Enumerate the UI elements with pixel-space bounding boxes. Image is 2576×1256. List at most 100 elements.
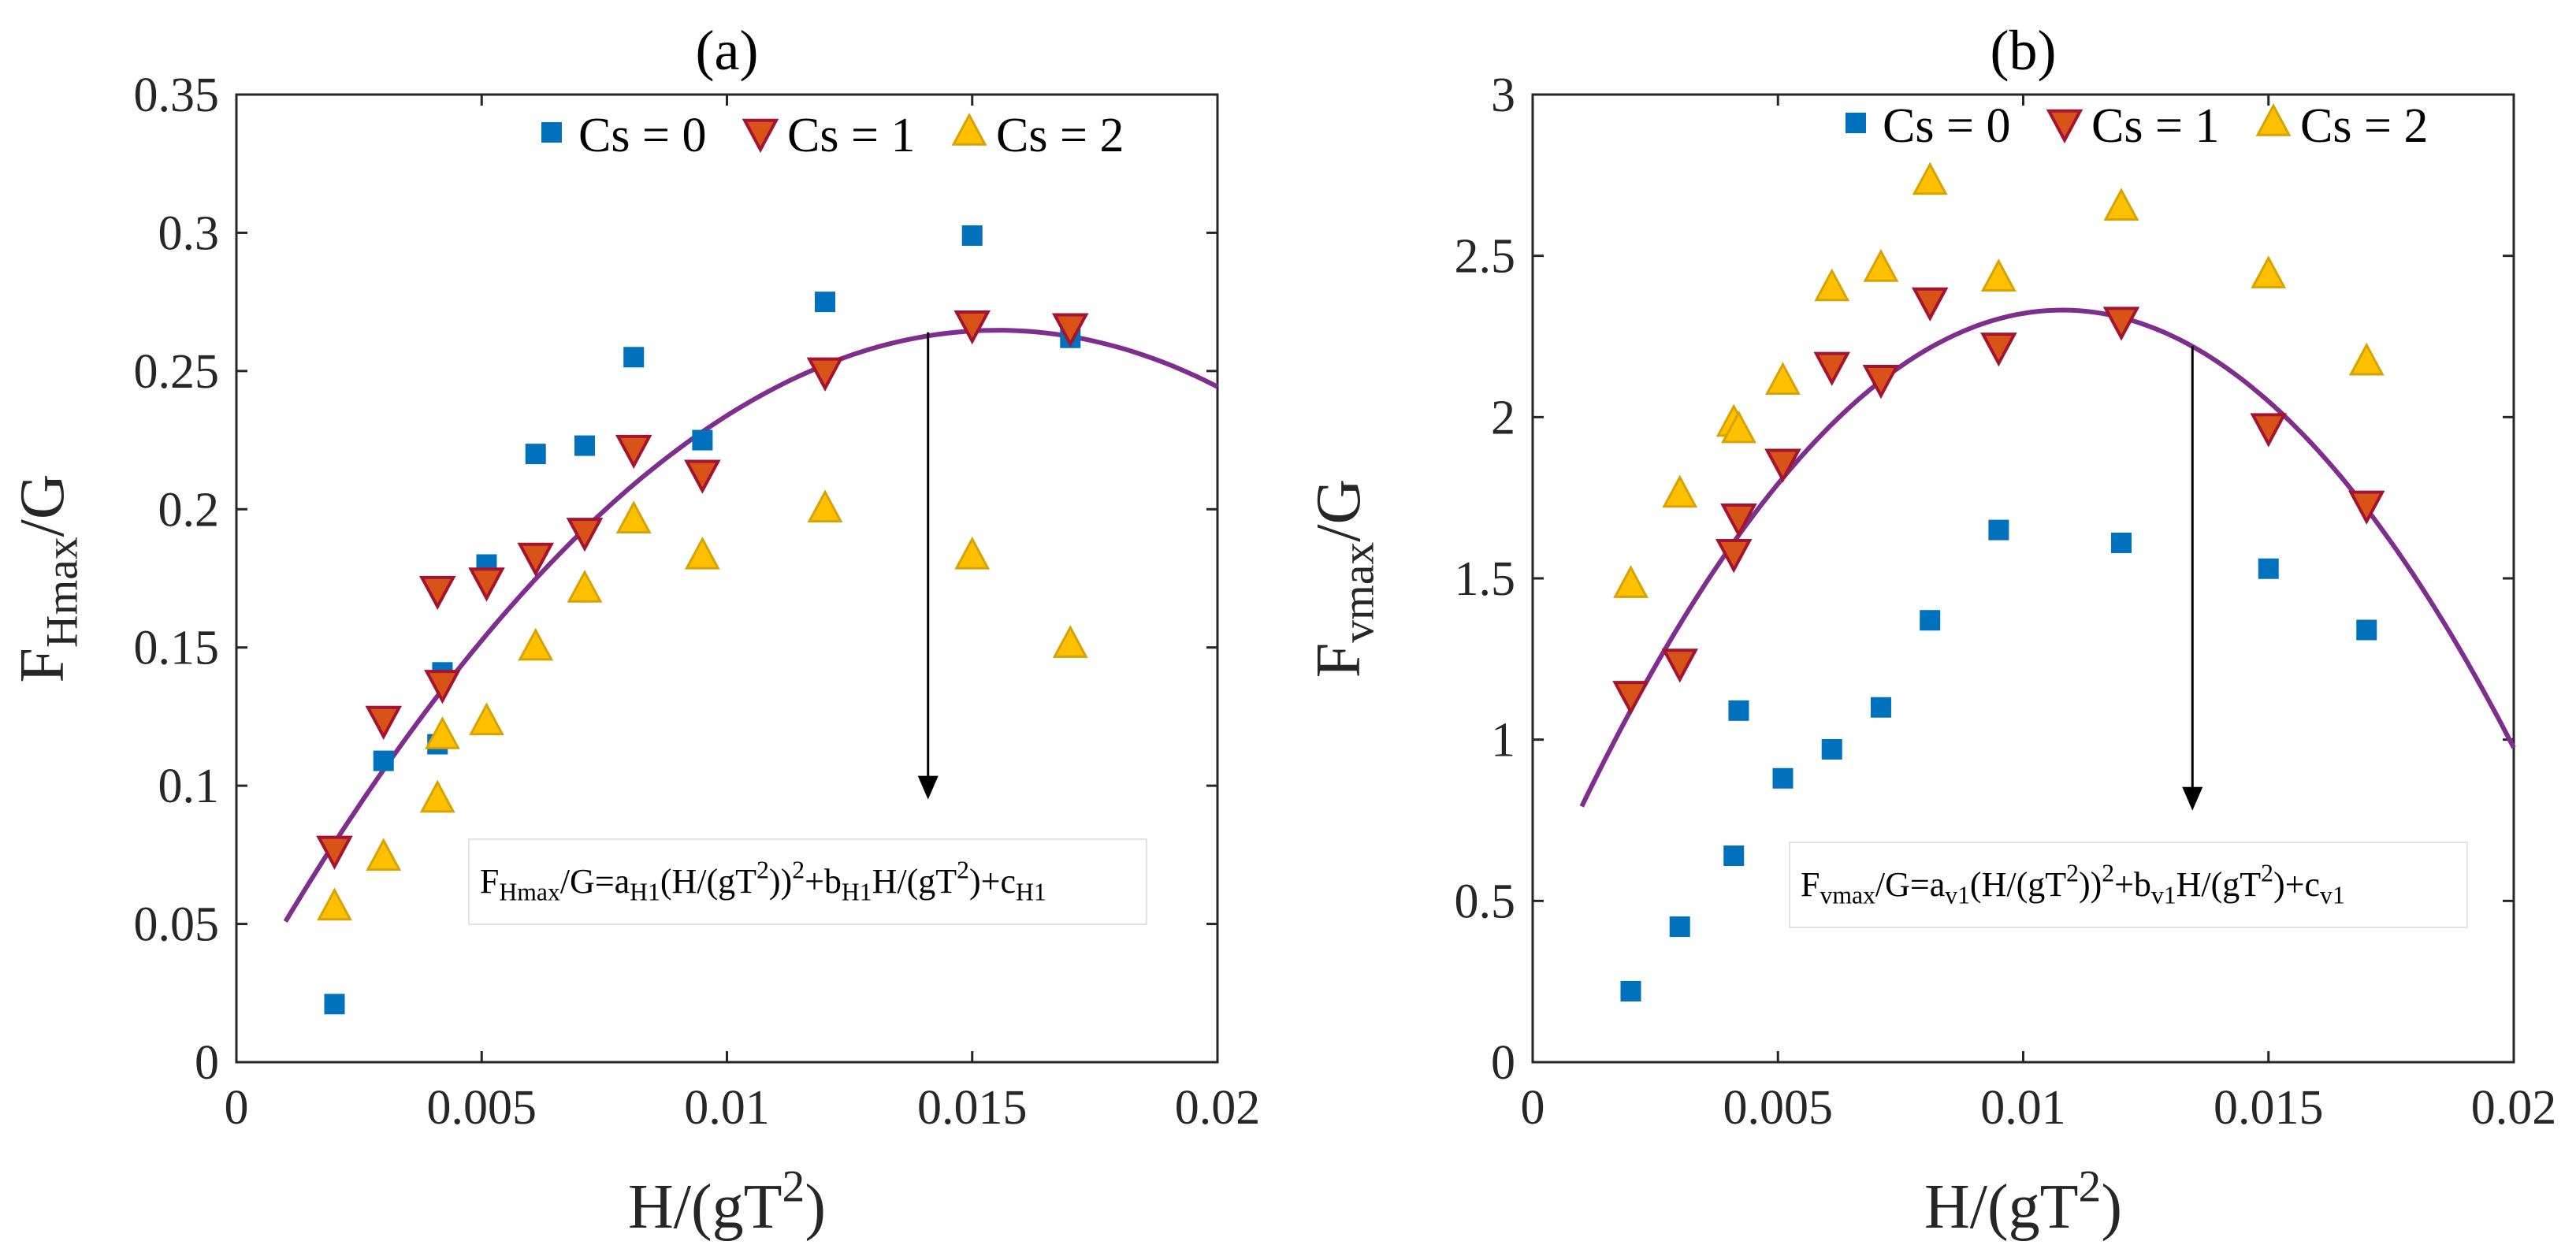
annotation-equation-part: (H/(gT (660, 862, 756, 901)
legend-label: Cs = 1 (787, 109, 915, 162)
y-tick-label: 0.15 (134, 622, 220, 675)
legend-label: Cs = 2 (2300, 99, 2428, 153)
y-tick-label: 0.3 (158, 206, 220, 260)
y-axis-label-part: vmax (1334, 542, 1384, 643)
data-point-triangle-down (316, 835, 353, 870)
data-point-square (1620, 980, 1641, 1001)
data-point-triangle-up (954, 536, 991, 570)
x-tick-label: 0.02 (1175, 1081, 1261, 1135)
panel-b: 0 0.005 0.01 0.015 0.02 0 0.5 1 1.5 2 2.5 3 (b) H/(gT… (1304, 19, 2556, 1242)
annotation-equation-part: (H/(gT (1970, 865, 2066, 904)
data-point-triangle-up (615, 500, 652, 534)
annotation-equation-part: Hmax (499, 879, 560, 906)
data-point-triangle-down (517, 542, 555, 577)
data-point-square (961, 225, 983, 246)
legend-label: Cs = 1 (2091, 99, 2219, 153)
y-tick-label: 0.5 (1455, 875, 1516, 928)
data-point-square (1988, 519, 2009, 541)
data-point-triangle-up (684, 536, 720, 570)
data-point-square (1728, 700, 1749, 721)
annotation-equation-part: 2 (2066, 860, 2079, 887)
data-point-square (692, 429, 713, 451)
legend-marker (742, 118, 779, 154)
annotation-equation-part: 2 (756, 856, 769, 883)
annotation-equation-part: 2 (792, 856, 805, 883)
annotation-equation-part: )) (769, 862, 792, 901)
x-tick-label: 0 (1521, 1081, 1545, 1135)
y-tick-label: 0 (195, 1036, 219, 1090)
x-tick-label: 0.005 (427, 1081, 537, 1135)
annotation-equation-part: )+c (2273, 865, 2320, 904)
annotation-equation: FHmax/G=aH1(H/(gT2))2+bH1H/(gT2)+cH1 (480, 856, 1046, 905)
data-point-square (1920, 610, 1941, 631)
x-tick-label: 0.01 (684, 1081, 770, 1135)
data-point-triangle-down (1051, 313, 1089, 347)
legend-label: Cs = 0 (1883, 99, 2010, 153)
annotation-equation-part: H1 (630, 879, 660, 906)
x-axis-label-part: 2 (782, 1161, 805, 1211)
y-axis-label-part: F (8, 648, 77, 683)
annotation-equation-part: vmax (1820, 882, 1876, 909)
x-axis-label-part: ) (2101, 1172, 2122, 1242)
data-point-square (1870, 697, 1891, 718)
legend-marker (541, 122, 562, 143)
data-point-triangle-up (1912, 162, 1948, 195)
y-axis-label: FHmax/G (8, 474, 87, 682)
y-tick-label: 3 (1491, 69, 1515, 122)
data-point-triangle-down (806, 357, 844, 392)
annotation-arrow-head (917, 775, 939, 800)
legend-marker (2046, 109, 2083, 144)
data-point-triangle-up (1980, 258, 2017, 292)
data-point-triangle-up (1765, 362, 1801, 396)
legend-label: Cs = 0 (578, 109, 706, 162)
x-axis-label: H/(gT2) (628, 1161, 826, 1242)
y-tick-label: 0 (1491, 1036, 1515, 1090)
data-point-triangle-up (419, 779, 455, 813)
x-axis-label-part: H/(gT (1924, 1172, 2079, 1242)
legend-label: Cs = 2 (996, 109, 1124, 162)
data-point-square (525, 444, 546, 465)
panel-title: (b) (1991, 19, 2057, 82)
data-point-square (324, 994, 345, 1015)
y-tick-label: 0.2 (158, 483, 220, 537)
annotation-equation: Fvmax/G=av1(H/(gT2))2+bv1H/(gT2)+cv1 (1801, 860, 2345, 909)
legend-marker (2255, 102, 2292, 136)
annotation-equation-part: 2 (2102, 860, 2114, 887)
data-point-triangle-down (1715, 539, 1753, 574)
annotation-equation-part: /G=a (1875, 865, 1945, 904)
data-point-triangle-down (1862, 365, 1900, 399)
x-axis-label-part: H/(gT (628, 1172, 782, 1242)
annotation-equation-part: )+c (969, 862, 1016, 901)
data-point-triangle-down (1764, 448, 1801, 483)
panel-a: 0 0.005 0.01 0.015 0.02 0 0.05 0.1 0.15 0.2 0.25 0.… (8, 19, 1260, 1242)
data-point-triangle-up (1613, 565, 1649, 598)
data-point-square (2258, 558, 2279, 579)
data-point-triangle-down (2347, 490, 2385, 525)
data-point-triangle-down (424, 670, 461, 704)
y-axis-label-part: F (1304, 643, 1373, 678)
data-point-square (623, 347, 645, 368)
data-point-triangle-down (1661, 648, 1699, 683)
data-point-triangle-down (2250, 413, 2288, 448)
data-point-square (1772, 767, 1794, 789)
annotation-equation-part: v1 (2320, 882, 2345, 909)
y-axis-label-part: /G (1304, 479, 1373, 542)
data-point-square (2356, 619, 2377, 641)
data-point-triangle-up (1863, 249, 1899, 282)
annotation-equation-part: )) (2079, 865, 2102, 904)
data-point-triangle-down (468, 567, 505, 602)
data-point-triangle-down (615, 434, 652, 470)
data-point-square (1669, 916, 1690, 938)
x-tick-label: 0.01 (1980, 1081, 2066, 1135)
data-point-triangle-down (1980, 333, 2017, 367)
x-axis-label: H/(gT2) (1924, 1161, 2122, 1242)
annotation-equation-part: H1 (842, 879, 872, 906)
legend-marker (951, 112, 987, 146)
annotation-box (467, 838, 1147, 925)
y-tick-label: 2 (1491, 391, 1515, 444)
data-point-triangle-up (2103, 188, 2139, 221)
annotation-equation-part: /G=a (560, 862, 630, 901)
x-tick-label: 0.015 (917, 1081, 1028, 1135)
x-tick-label: 0.02 (2471, 1081, 2557, 1135)
